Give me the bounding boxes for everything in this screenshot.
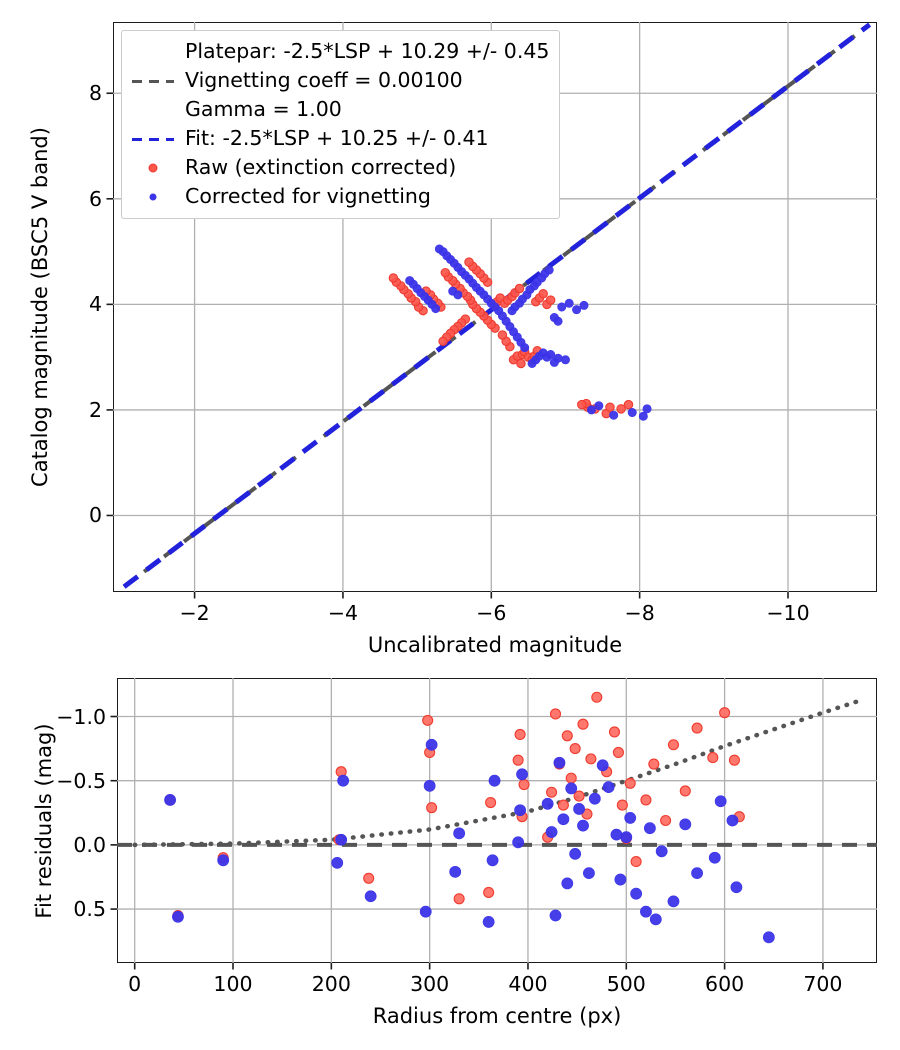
y-tick-label: 4 xyxy=(88,292,102,317)
x-tick-label: −2 xyxy=(179,601,210,625)
top-x-axis-title: Uncalibrated magnitude xyxy=(367,633,623,657)
bottom-y-axis-title: Fit residuals (mag) xyxy=(32,722,56,919)
y-tick-label: 0.5 xyxy=(73,896,106,921)
legend-item-label: Vignetting coeff = 0.00100 xyxy=(185,68,463,93)
x-tick-label: 300 xyxy=(410,972,450,996)
dot-glyph xyxy=(148,163,158,172)
legend-item: Vignetting coeff = 0.00100 xyxy=(130,66,549,95)
dashed-line-swatch-gray xyxy=(130,71,176,91)
legend-item: Gamma = 1.00 xyxy=(130,95,549,124)
legend-item-label: Corrected for vignetting xyxy=(185,184,431,209)
dashed-line-swatch-blue xyxy=(130,129,176,149)
x-tick-label: 100 xyxy=(213,972,253,996)
legend-item-label: Platepar: -2.5*LSP + 10.29 +/- 0.45 xyxy=(185,39,550,64)
y-tick-label: −1.0 xyxy=(56,704,106,729)
fit-residuals-axes xyxy=(117,678,877,963)
legend-item-label: Gamma = 1.00 xyxy=(185,97,342,122)
plot-legend: Platepar: -2.5*LSP + 10.29 +/- 0.45 Vigne… xyxy=(121,30,561,219)
y-tick-label: 2 xyxy=(88,397,102,422)
legend-item-label: Raw (extinction corrected) xyxy=(185,155,457,180)
x-tick-label: 600 xyxy=(705,972,745,996)
legend-item: Corrected for vignetting xyxy=(130,182,549,211)
dash-glyph xyxy=(132,137,174,141)
dot-glyph xyxy=(149,193,157,200)
bottom-x-axis-title: Radius from centre (px) xyxy=(372,1004,622,1028)
x-tick-label: 400 xyxy=(508,972,548,996)
marker-swatch-red xyxy=(130,158,176,178)
x-tick-label: −6 xyxy=(476,601,507,625)
y-tick-label: 0.0 xyxy=(73,832,106,857)
y-tick-label: 0 xyxy=(88,503,102,528)
x-tick-label: 700 xyxy=(803,972,843,996)
y-tick-label: −0.5 xyxy=(56,768,106,793)
y-tick-label: 6 xyxy=(88,186,102,211)
x-tick-label: 500 xyxy=(606,972,646,996)
legend-item: Fit: -2.5*LSP + 10.25 +/- 0.41 xyxy=(130,124,549,153)
x-tick-label: −10 xyxy=(766,601,810,625)
x-tick-label: −8 xyxy=(624,601,655,625)
y-tick-label: 8 xyxy=(88,81,102,105)
legend-item: Raw (extinction corrected) xyxy=(130,153,549,182)
marker-swatch-blue xyxy=(130,187,176,207)
x-tick-label: 200 xyxy=(311,972,351,996)
dash-glyph xyxy=(132,79,174,83)
x-tick-label: 0 xyxy=(128,972,142,996)
x-tick-label: −4 xyxy=(327,601,359,625)
legend-item-label: Fit: -2.5*LSP + 10.25 +/- 0.41 xyxy=(185,126,489,151)
legend-item: Platepar: -2.5*LSP + 10.29 +/- 0.45 xyxy=(130,37,549,66)
